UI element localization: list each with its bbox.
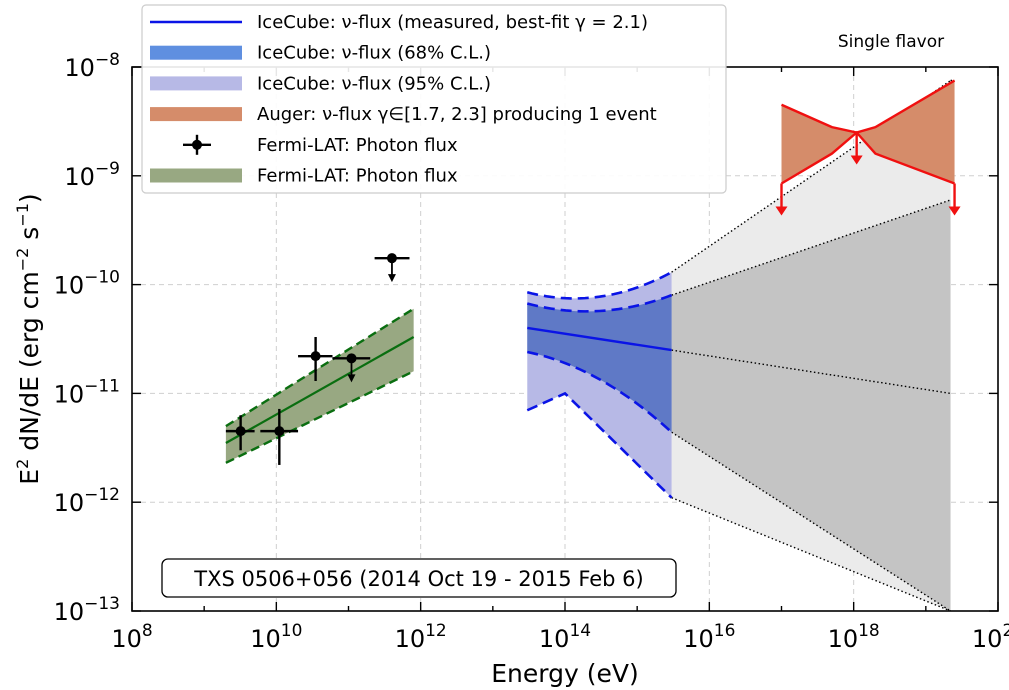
- legend-item-fermi_band: Fermi-LAT: Photon flux: [150, 166, 458, 187]
- y-tick-label: 10−12: [54, 485, 120, 517]
- fermi-arrow-head: [347, 374, 356, 383]
- y-tick-label: 10−8: [64, 50, 120, 82]
- fermi-data-point: [274, 426, 285, 437]
- icecube-best-fit-line: [527, 326, 672, 352]
- top-axis-label: Single flavor: [838, 32, 944, 52]
- y-axis-label: E2 dN/dE (erg cm−2 s−1): [13, 193, 44, 484]
- icecube-68-lower-dashed: [527, 350, 673, 434]
- x-tick-label: 1016: [683, 621, 735, 653]
- legend-label: Auger: ν-flux γ∈[1.7, 2.3] producing 1 e…: [257, 104, 657, 125]
- fermi-arrow-head: [387, 274, 396, 283]
- legend-item-icecube_68: IceCube: ν-flux (68% C.L.): [150, 43, 491, 64]
- icecube-95-upper-dashed: [526, 271, 673, 300]
- fermi-band-center-line: [225, 336, 415, 444]
- x-tick-label: 1012: [395, 621, 447, 653]
- x-tick-label: 1018: [828, 621, 880, 653]
- extrapolation-inner-band: [671, 199, 951, 611]
- x-tick-label: 1020: [972, 621, 1009, 653]
- legend-label: IceCube: ν-flux (measured, best-fit γ = …: [257, 12, 648, 33]
- extrapolation-dotted-line: [671, 349, 951, 395]
- extrapolation-dotted-line: [950, 79, 955, 82]
- fermi-band-upper-dashed: [225, 307, 415, 428]
- fermi-points: [225, 253, 410, 465]
- icecube-68-band: [527, 295, 672, 433]
- legend-patch-swatch: [150, 45, 242, 60]
- fermi-data-point: [310, 351, 321, 362]
- auger-arrow-head: [948, 206, 961, 216]
- fermi-band: [225, 308, 414, 463]
- legend-item-auger: Auger: ν-flux γ∈[1.7, 2.3] producing 1 e…: [150, 104, 657, 125]
- annotation-text: TXS 0506+056 (2014 Oct 19 - 2015 Feb 6): [193, 567, 644, 591]
- y-tick-label: 10−11: [54, 376, 120, 408]
- y-tick-label: 10−13: [54, 594, 120, 626]
- legend-label: IceCube: ν-flux (68% C.L.): [257, 43, 491, 64]
- y-tick-label: 10−9: [64, 159, 120, 191]
- annotation-box: TXS 0506+056 (2014 Oct 19 - 2015 Feb 6): [161, 558, 677, 598]
- auger-arrow-head: [850, 155, 863, 165]
- legend-item-icecube_line: IceCube: ν-flux (measured, best-fit γ = …: [150, 12, 648, 33]
- icecube-95-lower-dashed: [526, 391, 673, 499]
- x-tick-labels: 108 1010 1012 1014 1016 1018 1020: [111, 621, 1009, 653]
- fermi-band-lower-dashed: [225, 370, 415, 464]
- fermi-data-point: [346, 353, 357, 364]
- fermi-data-point: [386, 253, 397, 264]
- tick-marks: [131, 66, 999, 612]
- auger-lower-line: [780, 130, 955, 185]
- legend-errorbar-marker: [192, 139, 202, 150]
- legend-label: Fermi-LAT: Photon flux: [257, 135, 458, 156]
- legend-patch-swatch: [150, 107, 242, 122]
- legend-patch-swatch: [150, 76, 242, 91]
- x-tick-label: 1010: [250, 621, 302, 653]
- extrapolation-dotted-line: [671, 199, 951, 296]
- x-tick-label: 1014: [539, 621, 591, 653]
- x-tick-label: 108: [111, 621, 152, 653]
- legend-item-fermi_pts: Fermi-LAT: Photon flux: [183, 134, 458, 156]
- y-tick-label: 10−10: [54, 268, 120, 300]
- extrapolation-dotted-line: [671, 80, 951, 273]
- fermi-data-point: [235, 426, 246, 437]
- legend-item-icecube_95: IceCube: ν-flux (95% C.L.): [150, 73, 491, 94]
- legend-patch-swatch: [150, 168, 242, 183]
- auger-arrow-head: [775, 206, 788, 216]
- legend: IceCube: ν-flux (measured, best-fit γ = …: [141, 4, 727, 194]
- legend-frame: [141, 4, 727, 194]
- x-axis-label: Energy (eV): [491, 659, 638, 688]
- series-layer: [225, 79, 961, 611]
- legend-label: IceCube: ν-flux (95% C.L.): [257, 73, 491, 94]
- icecube-68-upper-dashed: [526, 293, 673, 313]
- extrapolation-dotted-line: [671, 431, 951, 611]
- y-tick-labels: 10−8 10−9 10−10 10−11 10−12 10−13: [54, 50, 120, 626]
- legend-label: Fermi-LAT: Photon flux: [257, 166, 458, 187]
